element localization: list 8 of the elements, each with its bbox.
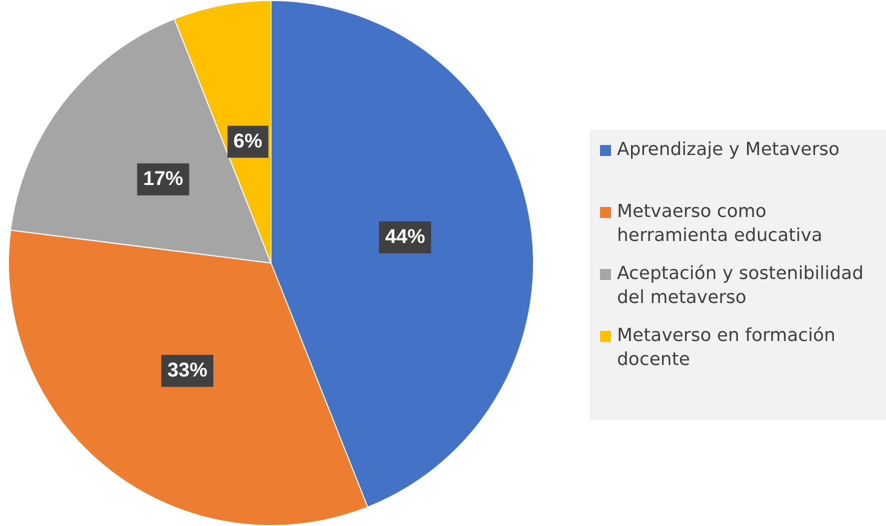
legend-label: Aceptación y sostenibilidad del metaverso xyxy=(617,262,865,310)
data-label: 17% xyxy=(143,168,184,190)
legend-label: Aprendizaje y Metaverso xyxy=(617,138,841,162)
data-label: 6% xyxy=(233,130,263,152)
data-label: 44% xyxy=(385,226,426,248)
legend-label: Metaverso en formación docente xyxy=(617,324,836,372)
data-label: 33% xyxy=(167,359,208,382)
legend-label: Metvaerso como herramienta educativa xyxy=(617,200,824,248)
